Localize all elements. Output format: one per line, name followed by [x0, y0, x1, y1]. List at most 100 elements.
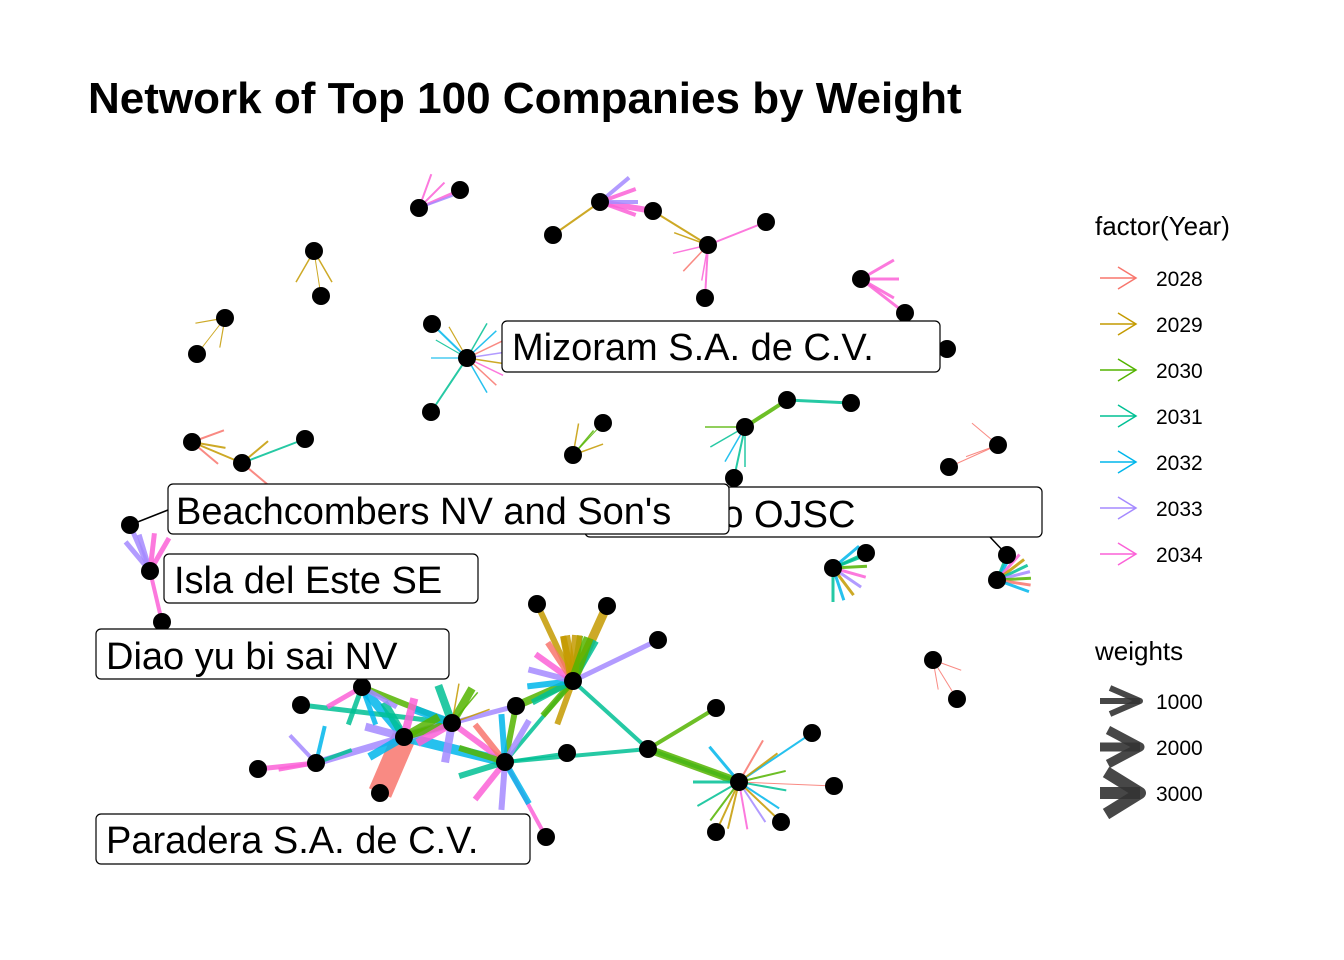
node-label-box	[95, 628, 450, 680]
network-node	[803, 724, 821, 742]
network-node	[216, 309, 234, 327]
network-node	[443, 714, 461, 732]
network-node	[371, 784, 389, 802]
node-label-text: Paradera S.A. de C.V.	[106, 820, 479, 862]
network-node	[558, 744, 576, 762]
node-label: Diao yu bi sai NV	[95, 628, 450, 680]
network-node	[423, 315, 441, 333]
node-label: Isla del Este SE	[163, 553, 479, 604]
network-node	[940, 458, 958, 476]
network-node	[507, 697, 525, 715]
network-node	[233, 454, 251, 472]
network-node	[772, 813, 790, 831]
network-node	[496, 753, 514, 771]
network-node	[312, 287, 330, 305]
network-node	[938, 340, 956, 358]
network-node	[591, 193, 609, 211]
legend-label-year: 2029	[1156, 314, 1203, 337]
edge	[430, 357, 468, 413]
legend-item-year: 2032	[1100, 450, 1203, 475]
label-leader-line	[989, 536, 1008, 556]
label-leader-line	[129, 509, 169, 526]
edge	[646, 706, 718, 751]
network-node	[989, 436, 1007, 454]
network-node	[857, 544, 875, 562]
legend-key-arrow	[1117, 450, 1138, 474]
network-node	[307, 754, 325, 772]
node-label-box	[163, 553, 479, 604]
network-node	[458, 349, 476, 367]
edge	[786, 398, 852, 405]
network-node	[292, 696, 310, 714]
node-label-text: Diao yu bi sai NV	[106, 636, 398, 678]
edge	[738, 781, 782, 823]
network-node	[594, 414, 612, 432]
legend-key-arrow	[1117, 404, 1138, 428]
legend-label-year: 2033	[1156, 498, 1203, 521]
legend-label-year: 2031	[1156, 406, 1203, 429]
edge	[552, 201, 601, 236]
node-label-box	[501, 320, 941, 373]
network-node	[852, 270, 870, 288]
legend-title-weights: weights	[1094, 636, 1183, 666]
legend-key-arrow	[1117, 358, 1138, 382]
legend-item-year: 2034	[1100, 542, 1203, 567]
legend-key-arrow	[1105, 726, 1145, 768]
legend-label-year: 2030	[1156, 360, 1203, 383]
network-node	[649, 631, 667, 649]
network-node	[730, 773, 748, 791]
edge	[707, 221, 767, 246]
network-node	[141, 562, 159, 580]
network-node	[696, 289, 714, 307]
legend-key-arrow	[1117, 266, 1138, 290]
legend-item-year: 2029	[1100, 312, 1203, 337]
network-node	[564, 672, 582, 690]
network-node	[422, 403, 440, 421]
node-label: Beachcombers NV and Son's	[129, 483, 730, 535]
node-label-text: Mizoram S.A. de C.V.	[512, 327, 874, 369]
network-node	[188, 345, 206, 363]
network-node	[736, 418, 754, 436]
legend: factor(Year) 2028 2029 2030 2031 2032 2033 2034…	[1094, 211, 1230, 820]
legend-item-weight: 3000	[1100, 766, 1203, 820]
network-node	[725, 469, 743, 487]
node-label-text: Beachcombers NV and Son's	[176, 491, 671, 533]
edge	[652, 210, 709, 246]
network-node	[305, 242, 323, 260]
network-node	[639, 740, 657, 758]
network-node	[598, 597, 616, 615]
network-node	[353, 678, 371, 696]
edge	[504, 751, 568, 764]
network-node	[537, 828, 555, 846]
node-label-text: Isla del Este SE	[174, 560, 442, 602]
legend-key-arrow	[1117, 542, 1138, 566]
network-node	[924, 651, 942, 669]
legend-key-arrow	[1117, 312, 1138, 336]
legend-item-year: 2028	[1100, 266, 1203, 291]
network-node	[842, 394, 860, 412]
legend-key-arrow	[1108, 685, 1143, 717]
legend-item-year: 2030	[1100, 358, 1203, 383]
edge	[191, 441, 243, 464]
legend-label-year: 2032	[1156, 452, 1203, 475]
network-node	[296, 430, 314, 448]
node-label-box	[95, 813, 531, 865]
chart-title: Network of Top 100 Companies by Weight	[88, 74, 962, 123]
network-node	[564, 446, 582, 464]
legend-label-weight: 2000	[1156, 737, 1203, 760]
network-node	[988, 571, 1006, 589]
legend-label-year: 2028	[1156, 268, 1203, 291]
legend-key-arrow	[1117, 496, 1138, 520]
legend-label-weight: 1000	[1156, 691, 1203, 714]
edge	[368, 732, 416, 798]
network-node	[451, 181, 469, 199]
network-node	[410, 199, 428, 217]
edge	[571, 637, 660, 684]
legend-item-year: 2031	[1100, 404, 1203, 429]
network-node	[896, 304, 914, 322]
network-node	[153, 613, 171, 631]
network-node	[707, 823, 725, 841]
legend-title-year: factor(Year)	[1095, 211, 1230, 241]
